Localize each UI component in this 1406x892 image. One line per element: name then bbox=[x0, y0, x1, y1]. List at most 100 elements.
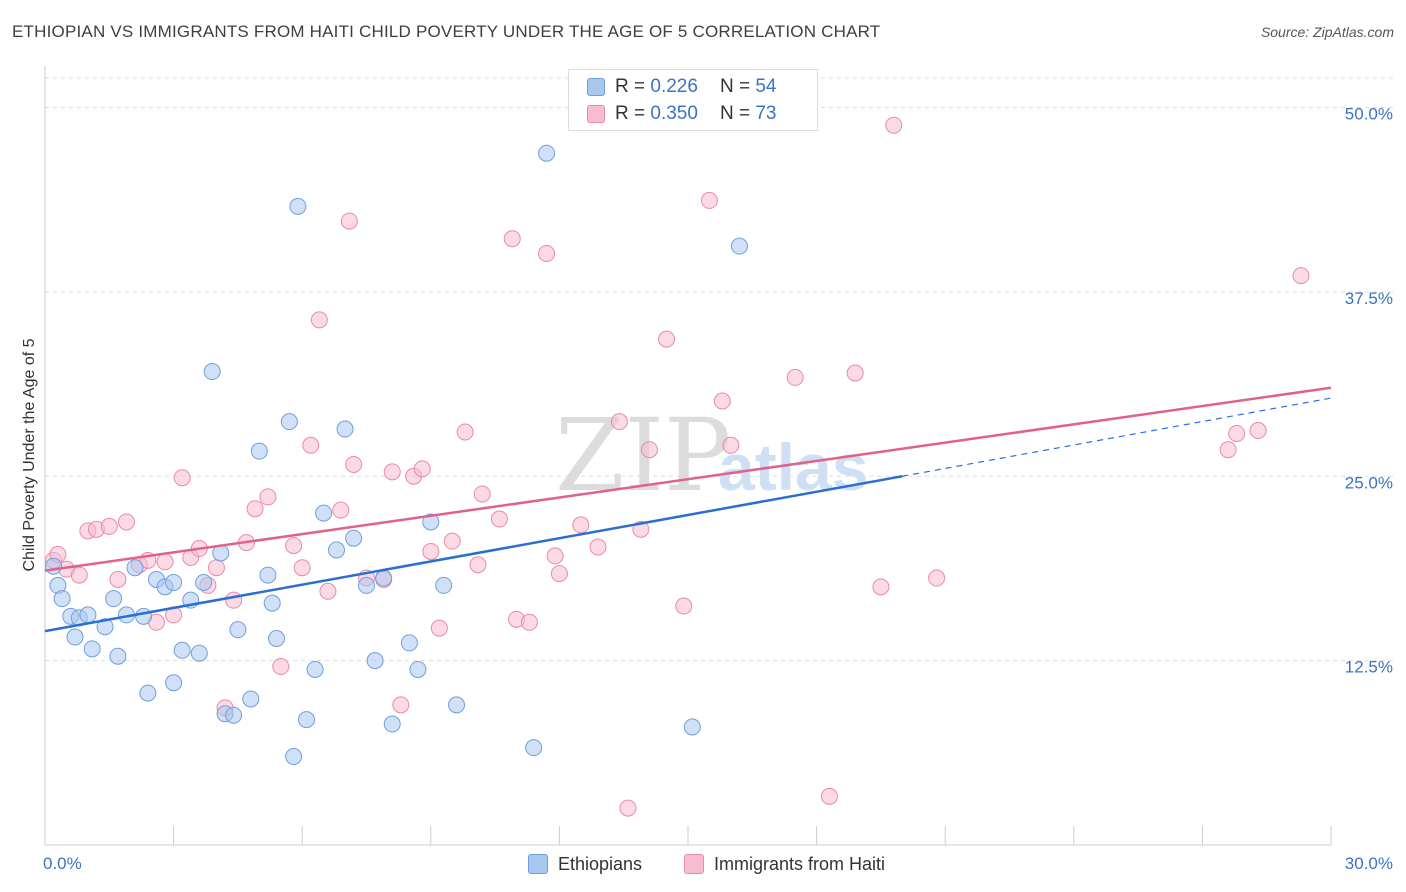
data-point bbox=[259, 488, 277, 506]
data-point bbox=[525, 739, 543, 757]
legend-r-label: R = bbox=[615, 76, 646, 97]
y-tick-labels: 12.5% 25.0% 37.5% 50.0% bbox=[1345, 105, 1393, 677]
data-point bbox=[846, 364, 864, 382]
data-point bbox=[173, 469, 191, 487]
data-point bbox=[285, 748, 303, 765]
data-point bbox=[400, 634, 418, 652]
series-ethiopians-points bbox=[45, 144, 748, 765]
trend-lines bbox=[44, 386, 1332, 633]
data-point bbox=[503, 230, 521, 248]
data-point bbox=[66, 628, 84, 646]
data-point bbox=[469, 556, 487, 574]
data-point bbox=[229, 621, 247, 639]
data-point bbox=[302, 436, 320, 454]
legend-n-value: 73 bbox=[755, 103, 777, 124]
data-point bbox=[259, 566, 277, 584]
data-point bbox=[190, 644, 208, 662]
data-point bbox=[366, 652, 384, 670]
legend-swatch-blue bbox=[587, 78, 605, 96]
data-point bbox=[306, 660, 324, 678]
data-point bbox=[289, 197, 307, 215]
data-point bbox=[340, 212, 358, 230]
x-tick-label-min: 0.0% bbox=[43, 854, 82, 873]
data-point bbox=[83, 640, 101, 658]
data-point bbox=[96, 618, 114, 636]
data-point bbox=[589, 538, 607, 556]
trend-line-ethiopians bbox=[44, 475, 903, 633]
data-point bbox=[1249, 422, 1267, 440]
bottom-legend-label: Ethiopians bbox=[558, 853, 643, 874]
data-point bbox=[538, 245, 556, 263]
bottom-legend-swatch-blue bbox=[528, 854, 548, 874]
trend-line-ethiopians-extension bbox=[902, 397, 1332, 477]
data-point bbox=[242, 690, 260, 708]
data-point bbox=[885, 116, 903, 134]
data-point bbox=[173, 641, 191, 659]
legend-n-value: 54 bbox=[755, 76, 777, 97]
data-point bbox=[730, 237, 748, 255]
data-point bbox=[409, 660, 427, 678]
data-point bbox=[315, 504, 333, 522]
x-tick-label-max: 30.0% bbox=[1345, 854, 1393, 873]
data-point bbox=[375, 569, 393, 587]
data-point bbox=[272, 658, 290, 676]
data-point bbox=[225, 591, 243, 609]
data-point bbox=[383, 463, 401, 481]
axes bbox=[44, 66, 1332, 846]
watermark-atlas: atlas bbox=[718, 430, 868, 504]
data-point bbox=[430, 619, 448, 637]
data-point bbox=[546, 547, 564, 565]
data-point bbox=[786, 368, 804, 386]
data-point bbox=[1292, 267, 1310, 285]
data-point bbox=[722, 436, 740, 454]
data-point bbox=[1228, 424, 1246, 442]
grid-lines bbox=[45, 77, 1393, 662]
data-point bbox=[550, 565, 568, 583]
data-point bbox=[310, 311, 328, 329]
data-point bbox=[383, 715, 401, 733]
data-point bbox=[675, 597, 693, 615]
watermark-zip: ZIP bbox=[555, 397, 731, 514]
y-axis-label: Child Poverty Under the Age of 5 bbox=[21, 338, 38, 571]
legend-row-ethiopians: R = 0.226 N = 54 bbox=[587, 74, 776, 100]
legend-r-label: R = bbox=[615, 103, 646, 124]
data-point bbox=[126, 559, 144, 577]
data-point bbox=[156, 553, 174, 571]
data-point bbox=[297, 711, 315, 729]
data-point bbox=[683, 718, 701, 736]
data-point bbox=[456, 423, 474, 441]
data-point bbox=[293, 559, 311, 577]
data-point bbox=[70, 566, 88, 584]
y-tick-label: 12.5% bbox=[1345, 658, 1393, 677]
data-point bbox=[109, 647, 127, 665]
data-point bbox=[79, 606, 97, 624]
y-tick-label: 50.0% bbox=[1345, 105, 1393, 124]
data-point bbox=[336, 420, 354, 438]
data-point bbox=[117, 513, 135, 531]
data-point bbox=[435, 576, 453, 594]
data-point bbox=[45, 557, 63, 575]
legend-n-label: N = bbox=[719, 103, 751, 124]
data-point bbox=[473, 485, 491, 503]
bottom-legend-label: Immigrants from Haiti bbox=[714, 853, 886, 874]
legend-row-haiti: R = 0.350 N = 73 bbox=[587, 101, 776, 127]
data-point bbox=[448, 696, 466, 714]
data-point bbox=[135, 607, 153, 625]
data-point bbox=[713, 392, 731, 410]
data-point bbox=[246, 500, 264, 518]
trend-line-haiti bbox=[44, 386, 1332, 572]
data-point bbox=[195, 573, 213, 591]
data-point bbox=[700, 191, 718, 209]
data-point bbox=[520, 613, 538, 631]
y-tick-label: 25.0% bbox=[1345, 473, 1393, 492]
data-point bbox=[1219, 441, 1237, 459]
data-point bbox=[358, 576, 375, 594]
data-point bbox=[203, 363, 221, 381]
data-point bbox=[207, 559, 225, 577]
data-point bbox=[413, 460, 431, 478]
data-point bbox=[100, 517, 118, 535]
data-point bbox=[610, 413, 628, 431]
legend-swatch-pink bbox=[587, 105, 605, 123]
y-tick-label: 37.5% bbox=[1345, 289, 1393, 308]
